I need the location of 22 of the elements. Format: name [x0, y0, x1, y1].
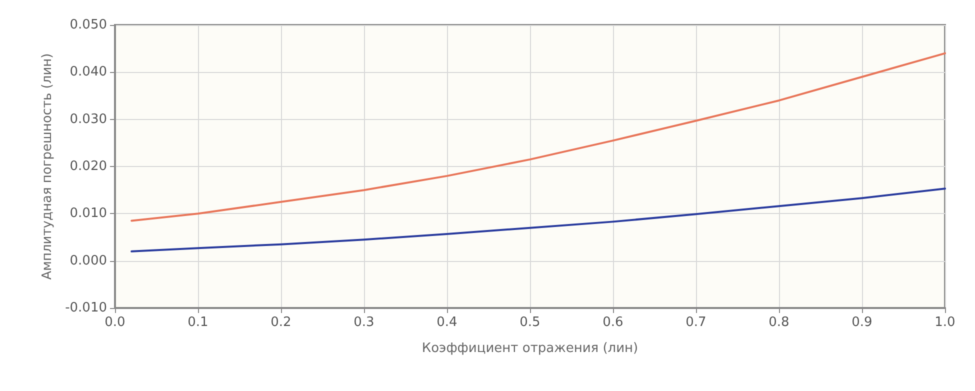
y-tick-label: -0.010 — [65, 300, 107, 316]
x-tick-label: 1.0 — [934, 315, 956, 330]
x-tick-label: 0.4 — [436, 315, 458, 330]
x-tick-label: 0.8 — [768, 315, 790, 330]
x-tick-label: 0.0 — [104, 315, 126, 330]
line-series — [130, 52, 946, 222]
y-tick-label: 0.050 — [70, 18, 107, 32]
x-tick-label: 0.5 — [520, 315, 540, 330]
y-tick-label: 0.030 — [70, 112, 107, 127]
x-tick-label: 0.9 — [852, 315, 872, 330]
y-tick-label: 0.040 — [70, 64, 107, 80]
x-tick-label: 0.3 — [354, 315, 374, 330]
y-axis-title: Амплитудная погрешность (лин) — [40, 53, 56, 280]
y-tick-label: 0.000 — [70, 253, 107, 268]
y-tick-label: 0.020 — [70, 159, 107, 174]
x-tick-label: 0.1 — [188, 315, 208, 330]
line-series — [130, 188, 946, 252]
y-tick-label: 0.010 — [70, 206, 107, 222]
x-tick-label: 0.2 — [270, 315, 292, 330]
x-tick-label: 0.7 — [686, 315, 706, 330]
x-axis-title: Коэффициент отражения (лин) — [422, 341, 638, 356]
x-tick-label: 0.6 — [602, 315, 624, 330]
